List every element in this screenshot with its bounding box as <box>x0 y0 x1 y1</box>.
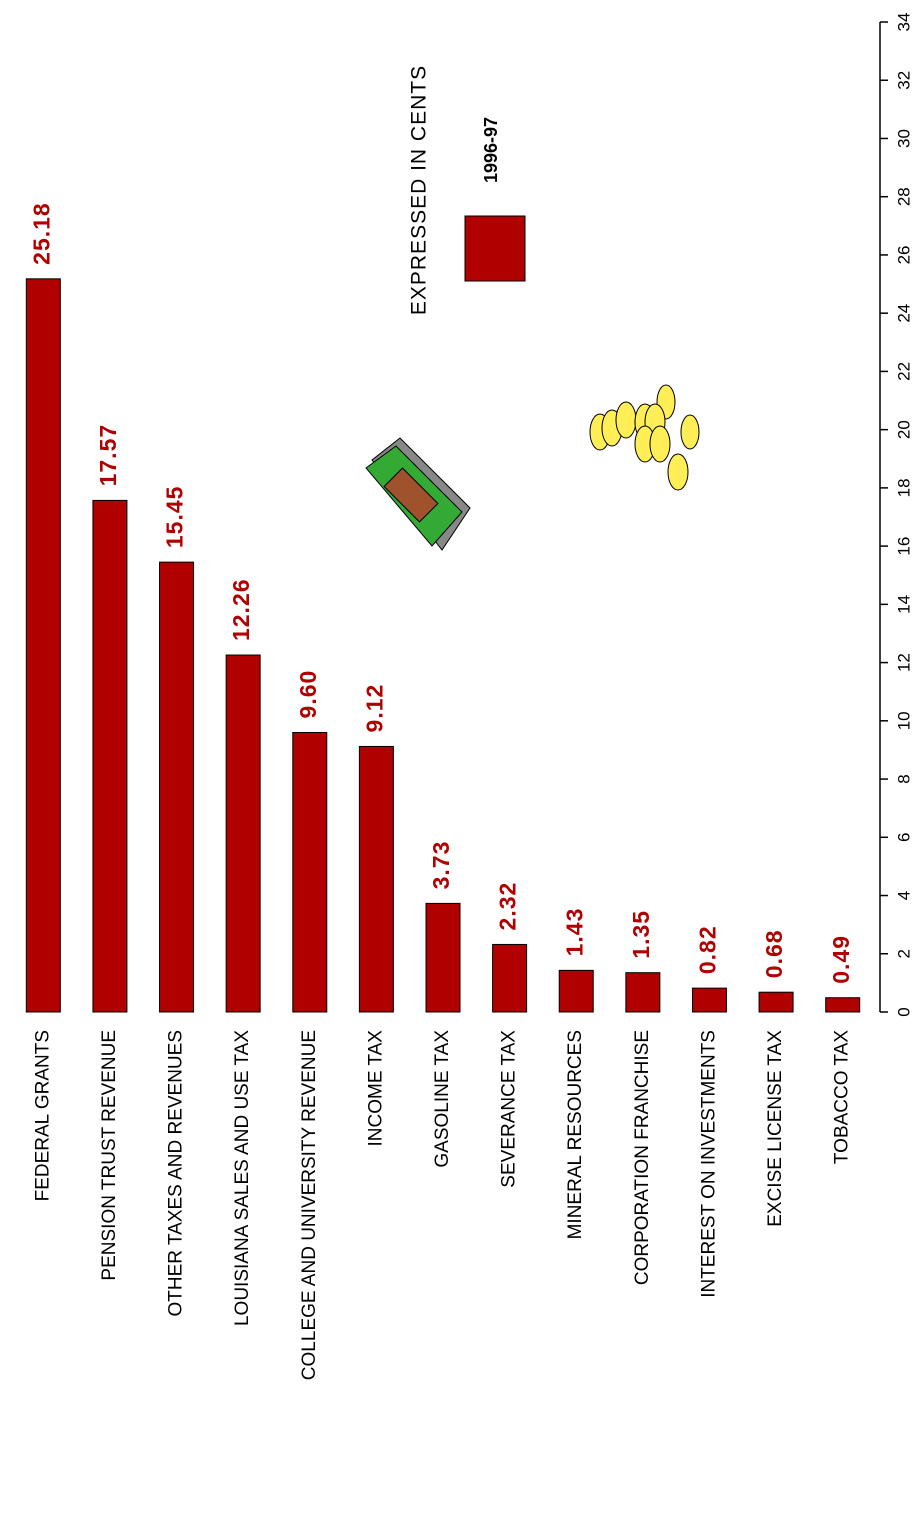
value-label: 0.49 <box>828 935 854 984</box>
value-label: 0.82 <box>695 925 721 974</box>
y-tick-label: 28 <box>894 187 913 206</box>
y-tick-label: 14 <box>894 595 913 614</box>
x-tick-label: MINERAL RESOURCES <box>565 1030 586 1239</box>
value-label: 1.43 <box>561 908 587 957</box>
bar <box>292 731 328 1013</box>
bar <box>225 654 261 1013</box>
y-tick-label: 24 <box>894 304 913 323</box>
x-tick-label: COLLEGE AND UNIVERSITY REVENUE <box>299 1030 320 1380</box>
value-label: 0.68 <box>761 929 787 978</box>
y-tick-label: 6 <box>894 833 913 842</box>
x-tick-label: INTEREST ON INVESTMENTS <box>698 1030 719 1298</box>
value-label: 9.60 <box>295 670 321 719</box>
x-tick-label: PENSION TRUST REVENUE <box>99 1030 120 1281</box>
x-tick-label: LOUISIANA SALES AND USE TAX <box>232 1030 253 1326</box>
legend-label: 1996-97 <box>481 117 501 183</box>
y-tick-label: 26 <box>894 245 913 264</box>
money-icon <box>365 437 471 551</box>
value-label: 3.73 <box>428 841 454 890</box>
value-label: 1.35 <box>628 910 654 959</box>
bar <box>25 278 61 1013</box>
y-tick-label: 10 <box>894 711 913 730</box>
x-tick-label: CORPORATION FRANCHISE <box>632 1030 653 1285</box>
y-tick-label: 4 <box>894 891 913 900</box>
bar <box>358 745 394 1013</box>
bar <box>425 902 461 1013</box>
bar <box>625 972 661 1013</box>
bar <box>825 997 861 1013</box>
value-label: 25.18 <box>28 202 54 265</box>
y-tick-label: 34 <box>894 13 913 32</box>
bar <box>159 561 195 1013</box>
x-tick-label: EXCISE LICENSE TAX <box>765 1030 786 1227</box>
y-tick-label: 0 <box>894 1007 913 1016</box>
x-tick-label: GASOLINE TAX <box>432 1030 453 1168</box>
value-label: 12.26 <box>228 578 254 641</box>
y-tick-label: 20 <box>894 420 913 439</box>
x-tick-label: TOBACCO TAX <box>832 1030 853 1164</box>
x-tick-label: INCOME TAX <box>365 1030 386 1147</box>
bar <box>558 969 594 1013</box>
y-tick-label: 22 <box>894 362 913 381</box>
x-tick-label: SEVERANCE TAX <box>499 1030 520 1188</box>
value-label: 2.32 <box>495 882 521 931</box>
y-tick-label: 16 <box>894 537 913 556</box>
legend-swatch <box>464 215 526 282</box>
bar <box>758 991 794 1013</box>
value-label: 17.57 <box>95 424 121 487</box>
y-tick-label: 12 <box>894 653 913 672</box>
y-tick-label: 2 <box>894 949 913 958</box>
x-tick-label: FEDERAL GRANTS <box>32 1030 53 1201</box>
value-label: 9.12 <box>361 684 387 733</box>
y-tick-label: 18 <box>894 478 913 497</box>
x-tick-label: OTHER TAXES AND REVENUES <box>166 1030 187 1316</box>
bar <box>691 987 727 1013</box>
coins-icon <box>589 384 700 491</box>
bar <box>92 499 128 1013</box>
bar <box>492 943 528 1013</box>
y-tick-label: 8 <box>894 774 913 783</box>
value-label: 15.45 <box>162 486 188 549</box>
y-tick-label: 32 <box>894 71 913 90</box>
y-tick-label: 30 <box>894 129 913 148</box>
chart-note: EXPRESSED IN CENTS <box>408 65 431 315</box>
